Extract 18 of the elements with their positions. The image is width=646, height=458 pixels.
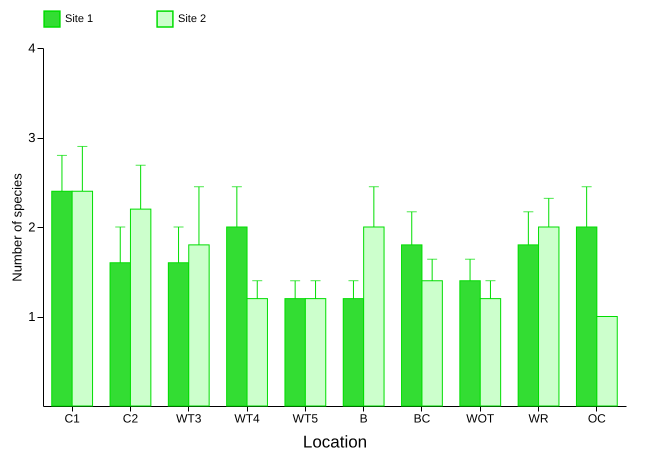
x-tick-label: WT3 (176, 412, 202, 426)
legend-label: Site 2 (178, 13, 206, 26)
y-tick-label: 3 (28, 130, 36, 145)
x-tick-label: WR (528, 412, 549, 426)
x-tick-label: OC (588, 412, 606, 426)
x-tick-label: B (360, 412, 368, 426)
y-tick-label: 4 (28, 40, 36, 56)
x-tick-label: C2 (122, 412, 138, 426)
y-tick-label: 1 (28, 309, 36, 324)
x-tick-label: C1 (64, 412, 80, 426)
x-tick-label: WT4 (234, 412, 260, 426)
legend-label: Site 1 (65, 13, 94, 26)
x-axis-title: Location (302, 432, 368, 452)
y-axis-title: Number of species (9, 172, 24, 282)
y-tick-label: 2 (28, 220, 36, 234)
x-tick-label: BC (414, 412, 431, 426)
x-tick-label: WT5 (292, 412, 318, 426)
x-tick-label: WOT (466, 412, 495, 426)
